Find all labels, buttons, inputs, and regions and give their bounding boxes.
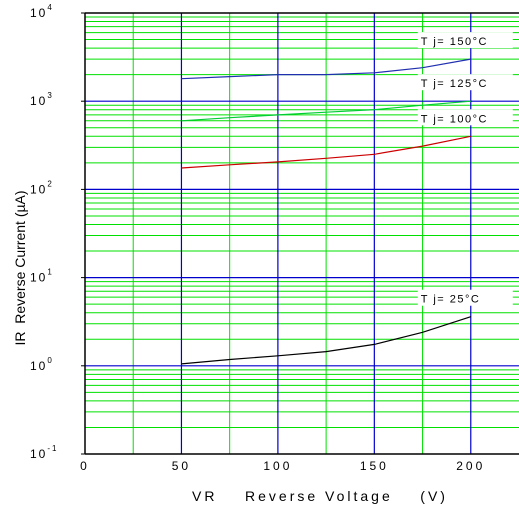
y-tick-label: 10-1 <box>30 444 58 461</box>
y-tick-label: 101 <box>30 268 54 285</box>
series-label-2: T j= 125°C <box>421 78 488 90</box>
y-tick-base: 10 <box>30 6 47 20</box>
y-tick-label: 102 <box>30 179 54 196</box>
series-lines <box>181 58 471 365</box>
series-line-3 <box>181 135 471 169</box>
y-tick-label: 100 <box>30 356 54 373</box>
x-tick-label: 50 <box>172 459 191 473</box>
x-tick-labels: 0 50 100 150 200 <box>80 459 485 473</box>
y-tick-base: 10 <box>30 359 47 373</box>
series-line-4 <box>181 316 471 365</box>
x-tick-label: 0 <box>80 459 90 473</box>
y-tick-base: 10 <box>30 182 47 196</box>
x-axis-title: VR Reverse Voltage (V) <box>192 488 448 504</box>
series-line-2 <box>181 100 471 122</box>
y-tick-exponent: 3 <box>47 91 53 100</box>
series-label-bg-2 <box>417 74 513 91</box>
y-tick-label: 103 <box>30 91 54 108</box>
x-tick-label: 200 <box>456 459 485 473</box>
series-line-1 <box>181 58 471 80</box>
y-tick-label: 104 <box>30 3 54 20</box>
series-label-3: T j= 100°C <box>421 113 488 125</box>
plot-frame <box>81 12 519 455</box>
y-tick-exponent: 2 <box>47 179 53 188</box>
y-axis-title: IR Reverse Current (µA) <box>12 190 28 345</box>
x-tick-label: 150 <box>360 459 389 473</box>
series-label-bg-4 <box>417 289 513 306</box>
y-tick-exponent: 0 <box>47 356 53 365</box>
y-tick-base: 10 <box>30 271 47 285</box>
series-label-bg-3 <box>417 109 513 126</box>
y-tick-base: 10 <box>30 447 47 461</box>
x-tick-label: 100 <box>263 459 292 473</box>
y-tick-exponent: 4 <box>47 3 53 12</box>
y-tick-base: 10 <box>30 94 47 108</box>
series-label-1: T j= 150°C <box>421 36 488 48</box>
series-label-4: T j= 25°C <box>421 294 481 306</box>
series-label-bg-1 <box>417 32 513 49</box>
series-labels: T j= 150°C T j= 125°C T j= 100°C T j= 25°C <box>417 32 513 306</box>
y-tick-exponent: -1 <box>47 444 58 453</box>
y-tick-exponent: 1 <box>47 268 53 277</box>
